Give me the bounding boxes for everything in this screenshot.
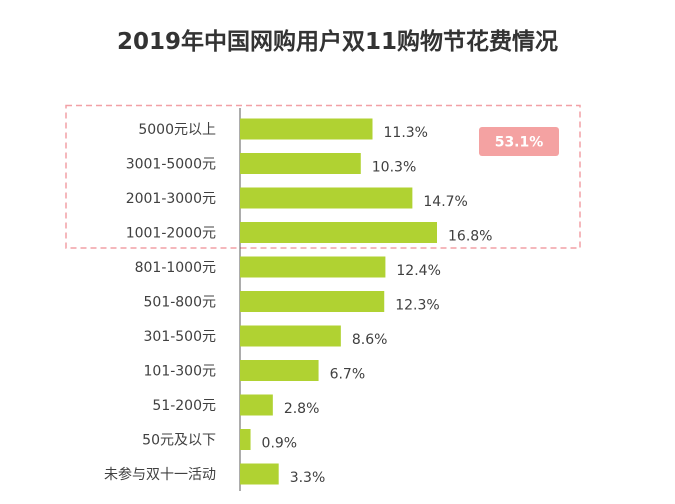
value-label-2: 14.7% [423,194,467,210]
bar-2 [240,187,413,209]
value-label-6: 8.6% [352,332,388,348]
bar-3 [240,222,437,243]
category-label-2: 2001-3000元 [126,191,216,207]
value-label-10: 3.3% [290,470,326,486]
bar-6 [240,325,341,347]
value-label-0: 11.3% [384,125,428,141]
bar-7 [240,360,319,381]
bar-8 [240,394,273,416]
value-label-5: 12.3% [395,298,439,314]
bar-5 [240,291,385,312]
highlight-badge-label: 53.1% [495,135,544,151]
category-label-1: 3001-5000元 [126,157,216,173]
value-label-3: 16.8% [448,229,492,245]
bar-0 [240,118,373,140]
bar-10 [240,463,279,485]
bar-9 [240,429,251,450]
highlight-box [65,104,581,249]
category-label-0: 5000元以上 [138,122,216,138]
category-label-9: 50元及以下 [142,433,216,449]
category-label-10: 未参与双十一活动 [104,466,216,483]
category-label-7: 101-300元 [144,364,217,380]
chart-title: 2019年中国网购用户双11购物节花费情况 [116,29,559,55]
category-label-8: 51-200元 [152,398,216,414]
value-label-8: 2.8% [284,401,320,417]
highlight-badge [479,127,559,156]
value-label-9: 0.9% [262,436,298,452]
category-label-3: 1001-2000元 [126,226,216,242]
category-label-5: 501-800元 [144,295,217,311]
value-label-7: 6.7% [330,367,366,383]
category-label-4: 801-1000元 [135,260,216,276]
bar-1 [240,153,361,174]
value-label-1: 10.3% [372,160,416,176]
value-label-4: 12.4% [396,263,440,279]
bar-4 [240,256,386,278]
category-label-6: 301-500元 [144,329,217,345]
